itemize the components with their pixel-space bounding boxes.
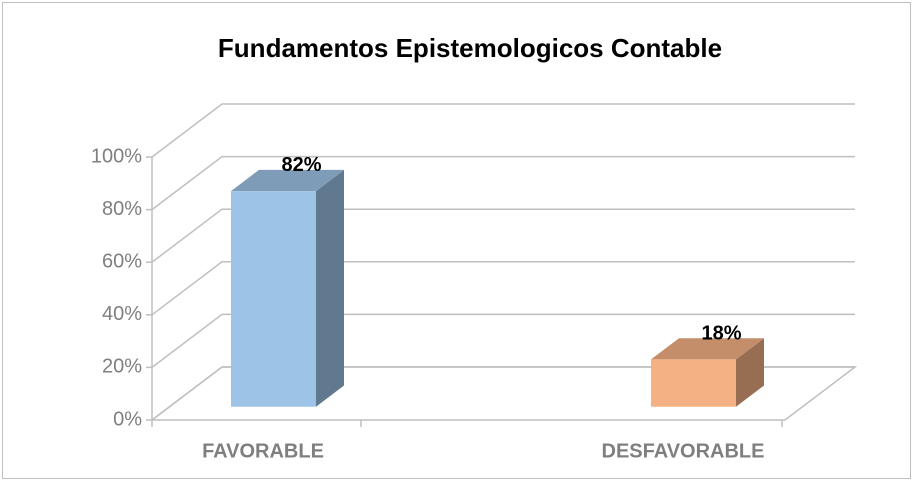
y-tick-label: 0%	[113, 408, 142, 430]
y-tick-label: 40%	[102, 303, 142, 325]
value-label: 18%	[701, 322, 741, 344]
x-tick-label: DESFAVORABLE	[602, 440, 765, 462]
y-tick-label: 100%	[91, 145, 142, 167]
bar	[651, 359, 736, 407]
grid-line	[151, 313, 855, 368]
value-label: 82%	[281, 154, 321, 176]
y-tick-label: 60%	[102, 250, 142, 272]
y-tick-label: 80%	[102, 198, 142, 220]
bar-side	[316, 169, 344, 407]
grid-line	[151, 155, 855, 211]
bar	[231, 191, 316, 407]
grid-line	[151, 103, 855, 158]
y-tick-label: 20%	[102, 356, 142, 378]
grid-line	[151, 208, 855, 263]
bar-side	[736, 338, 764, 407]
grid-line	[151, 261, 855, 316]
chart-title: Fundamentos Epistemologicos Contable	[218, 33, 722, 63]
bar-top	[231, 169, 344, 192]
grid-line	[151, 366, 855, 421]
bar-top	[651, 338, 764, 360]
x-tick-label: FAVORABLE	[202, 440, 324, 462]
